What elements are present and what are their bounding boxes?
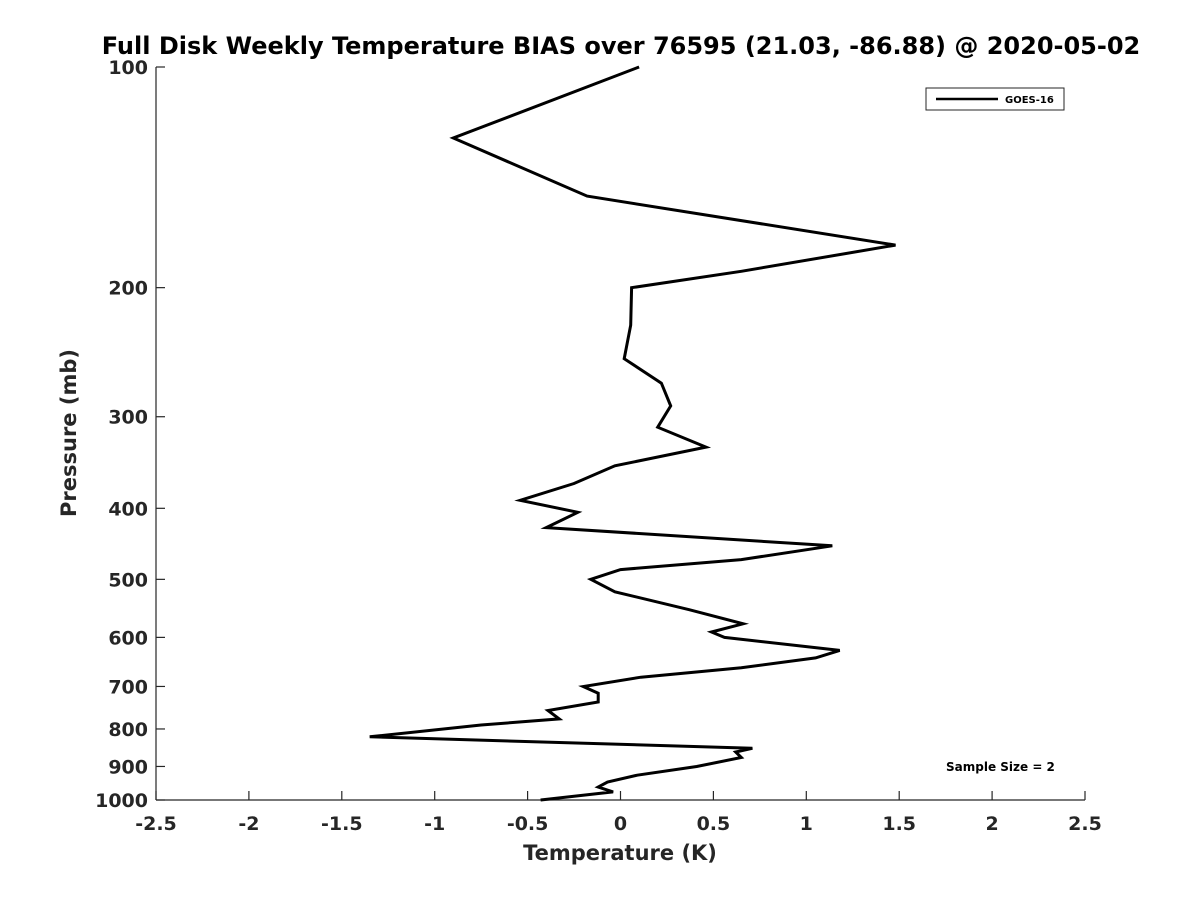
x-tick-label: -1.5 bbox=[321, 813, 363, 835]
y-tick-label: 900 bbox=[108, 756, 148, 778]
y-tick-label: 100 bbox=[108, 57, 148, 79]
x-tick-label: 1 bbox=[800, 813, 813, 835]
x-tick-label: -2 bbox=[238, 813, 259, 835]
x-tick-label: 2.5 bbox=[1068, 813, 1102, 835]
y-tick-label: 700 bbox=[108, 676, 148, 698]
sample-size-annotation: Sample Size = 2 bbox=[946, 760, 1055, 774]
x-tick-label: 2 bbox=[985, 813, 998, 835]
y-tick-label: 600 bbox=[108, 627, 148, 649]
legend-entry-goes16: GOES-16 bbox=[1005, 95, 1054, 106]
x-tick-label: 0.5 bbox=[697, 813, 731, 835]
y-tick-label: 400 bbox=[108, 498, 148, 520]
y-ticks: 100 200 300 400 500 600 700 800 900 1000 bbox=[95, 57, 165, 812]
x-ticks: -2.5 -2 -1.5 -1 -0.5 0 0.5 1 1.5 2 2.5 bbox=[135, 791, 1102, 835]
x-axis-label: Temperature (K) bbox=[523, 841, 717, 865]
y-tick-label: 500 bbox=[108, 569, 148, 591]
y-tick-label: 1000 bbox=[95, 790, 148, 812]
series-line-goes-16 bbox=[369, 65, 896, 802]
x-tick-label: 0 bbox=[614, 813, 627, 835]
y-tick-label: 800 bbox=[108, 719, 148, 741]
legend: GOES-16 bbox=[925, 87, 1065, 111]
x-tick-label: -1 bbox=[424, 813, 445, 835]
y-axis-label: Pressure (mb) bbox=[57, 349, 81, 517]
x-tick-label: -2.5 bbox=[135, 813, 177, 835]
chart-title: Full Disk Weekly Temperature BIAS over 7… bbox=[102, 32, 1141, 60]
plot-area: -2.5 -2 -1.5 -1 -0.5 0 0.5 1 1.5 2 2.5 100 200 300 40… bbox=[95, 57, 1102, 835]
series-layer bbox=[369, 65, 896, 802]
x-tick-label: 1.5 bbox=[882, 813, 916, 835]
y-tick-label: 300 bbox=[108, 407, 148, 429]
x-tick-label: -0.5 bbox=[507, 813, 549, 835]
y-tick-label: 200 bbox=[108, 278, 148, 300]
